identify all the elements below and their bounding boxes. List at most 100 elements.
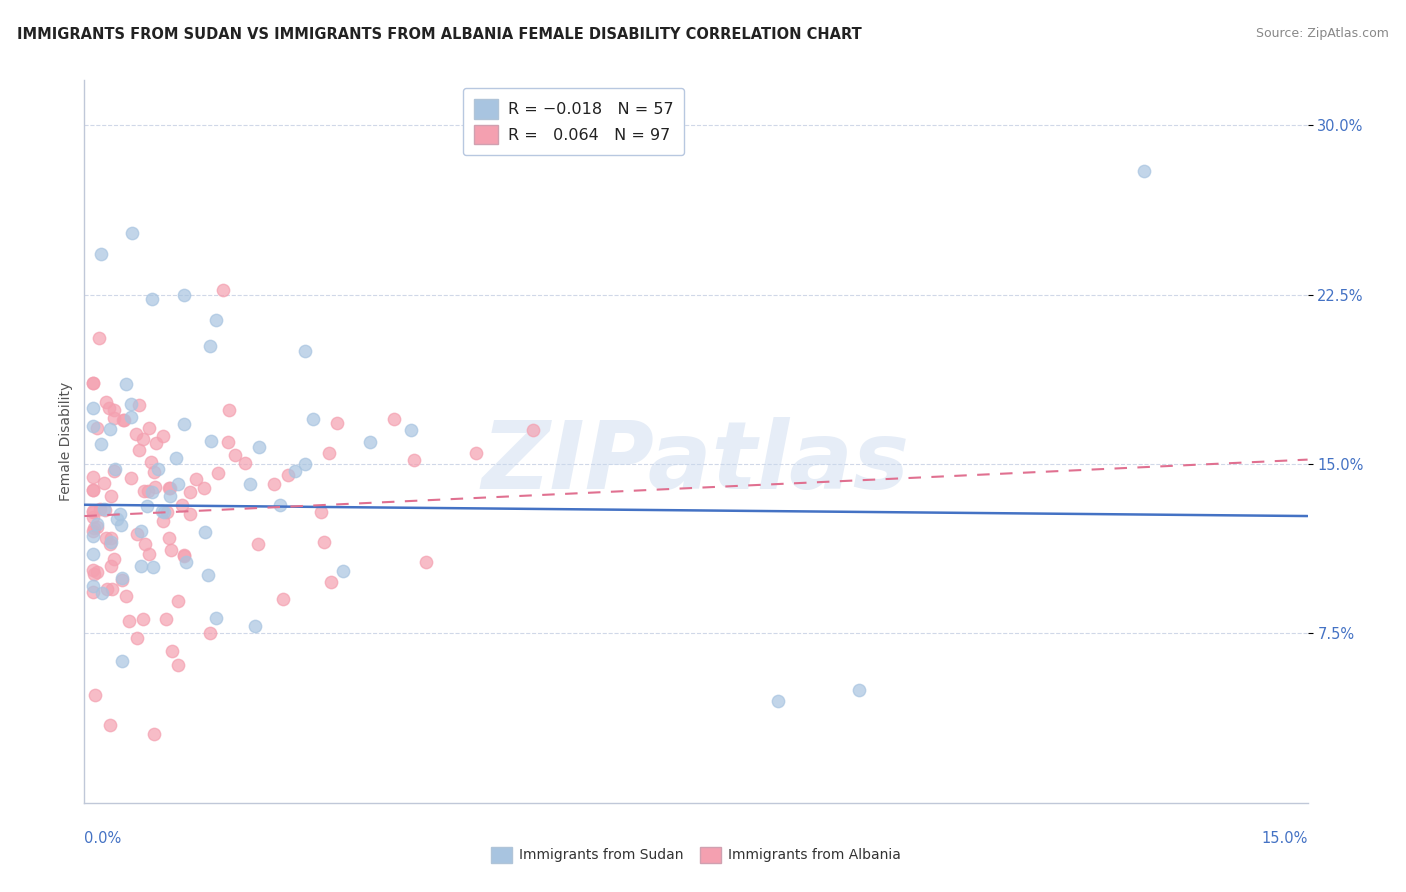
Y-axis label: Female Disability: Female Disability [59, 382, 73, 501]
Point [239, 476, 262, 491]
Point [263, 477, 285, 491]
Point [87, 331, 110, 345]
Point [131, 524, 153, 539]
Point [269, 498, 291, 512]
Point [464, 446, 486, 460]
Point [207, 466, 229, 480]
Point [217, 434, 239, 449]
Point [167, 594, 190, 608]
Point [125, 426, 148, 441]
Point [318, 446, 340, 460]
Text: 15.0%: 15.0% [1261, 830, 1308, 846]
Point [93, 502, 115, 516]
Point [120, 397, 142, 411]
Point [82, 504, 104, 518]
Point [145, 436, 167, 450]
Point [301, 412, 323, 426]
Point [173, 417, 195, 431]
Point [111, 570, 134, 584]
Point [82, 418, 104, 433]
Point [82, 509, 104, 524]
Point [167, 477, 190, 491]
Point [128, 443, 150, 458]
Point [309, 505, 332, 519]
Point [179, 484, 201, 499]
Point [86, 516, 108, 531]
Point [243, 619, 266, 633]
Point [83, 567, 105, 582]
Point [325, 416, 347, 430]
Point [194, 525, 217, 540]
Point [96, 394, 118, 409]
Point [82, 578, 104, 592]
Point [152, 505, 174, 519]
Point [415, 555, 437, 569]
Point [98, 401, 121, 416]
Point [198, 626, 221, 640]
Point [224, 448, 246, 462]
Text: 0.0%: 0.0% [84, 830, 121, 846]
Point [138, 421, 160, 435]
Point [312, 535, 335, 549]
Point [212, 284, 235, 298]
Point [100, 532, 122, 546]
Point [131, 432, 153, 446]
Point [159, 489, 181, 503]
Point [94, 503, 117, 517]
Legend: Immigrants from Sudan, Immigrants from Albania: Immigrants from Sudan, Immigrants from A… [485, 841, 907, 868]
Point [173, 549, 195, 563]
Point [96, 582, 118, 596]
Point [82, 376, 104, 391]
Point [82, 401, 104, 415]
Point [93, 475, 115, 490]
Point [90, 247, 112, 261]
Point [98, 422, 121, 436]
Point [174, 556, 197, 570]
Point [271, 592, 294, 607]
Point [218, 403, 240, 417]
Point [321, 575, 343, 590]
Point [146, 462, 169, 476]
Point [141, 455, 163, 469]
Point [205, 610, 228, 624]
Point [82, 483, 104, 498]
Point [86, 421, 108, 435]
Point [160, 543, 183, 558]
Point [120, 410, 142, 425]
Point [143, 480, 166, 494]
Point [166, 657, 188, 672]
Point [111, 573, 134, 587]
Point [82, 376, 104, 391]
Point [101, 582, 124, 597]
Text: IMMIGRANTS FROM SUDAN VS IMMIGRANTS FROM ALBANIA FEMALE DISABILITY CORRELATION C: IMMIGRANTS FROM SUDAN VS IMMIGRANTS FROM… [17, 27, 862, 42]
Point [159, 481, 181, 495]
Point [82, 470, 104, 484]
Point [115, 589, 138, 603]
Point [184, 472, 207, 486]
Point [135, 499, 157, 513]
Point [84, 688, 107, 702]
Point [90, 586, 112, 600]
Point [100, 535, 122, 549]
Point [100, 489, 122, 503]
Point [103, 464, 125, 478]
Point [98, 718, 121, 732]
Point [155, 612, 177, 626]
Point [98, 537, 121, 551]
Point [90, 437, 112, 451]
Point [160, 643, 183, 657]
Point [382, 412, 405, 426]
Point [179, 507, 201, 521]
Point [399, 423, 422, 437]
Point [82, 483, 104, 497]
Text: ZIPatlas: ZIPatlas [482, 417, 910, 509]
Point [198, 338, 221, 352]
Point [82, 529, 104, 543]
Point [848, 682, 870, 697]
Point [157, 531, 180, 545]
Point [132, 612, 155, 626]
Point [143, 726, 166, 740]
Point [152, 429, 174, 443]
Point [105, 512, 128, 526]
Point [402, 453, 425, 467]
